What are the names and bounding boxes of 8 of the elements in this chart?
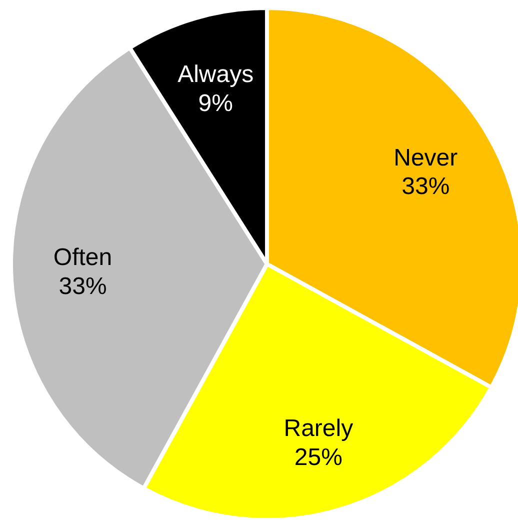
slice-label: Rarely <box>284 415 354 442</box>
slice-label: Often <box>53 244 112 271</box>
data-label: 25% <box>294 444 342 471</box>
data-label: 33% <box>402 173 450 200</box>
data-label: 33% <box>58 272 107 300</box>
slice-label: Never <box>394 144 458 172</box>
data-label: 9% <box>198 90 233 117</box>
slice-label: Always <box>178 61 254 88</box>
